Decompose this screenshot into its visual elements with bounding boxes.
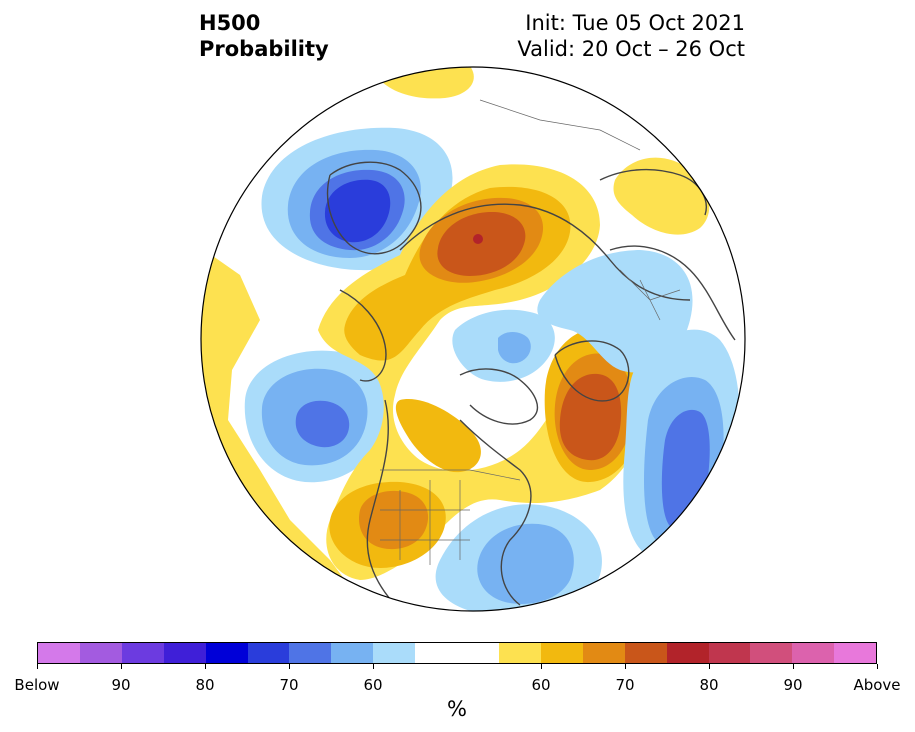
map-field — [201, 67, 745, 611]
colorbar-tick-label: 60 — [531, 676, 551, 694]
anomaly-atlantic-above-90 — [559, 373, 622, 461]
colorbar-segment — [121, 643, 164, 663]
colorbar-tick-mark — [121, 664, 122, 669]
colorbar-segment — [666, 643, 709, 663]
init-date-label: Init: Tue 05 Oct 2021 — [525, 11, 745, 35]
colorbar-segment — [205, 643, 248, 663]
coastlines — [326, 161, 736, 611]
colorbar-tick-mark — [289, 664, 290, 669]
borders — [380, 99, 681, 565]
colorbar-tick-label: 90 — [783, 676, 803, 694]
colorbar-tick-mark — [793, 664, 794, 669]
colorbar-segment — [540, 643, 583, 663]
anomaly-east-below-80 — [661, 409, 710, 531]
anomaly-arctic-ridge-above-60 — [318, 164, 650, 581]
colorbar-tick-label: 70 — [279, 676, 299, 694]
colorbar-segment — [289, 643, 332, 663]
coast-greenland — [554, 340, 630, 402]
colorbar-tick-label: 80 — [195, 676, 215, 694]
colorbar-segment — [834, 643, 877, 663]
coast-eurasia-north — [399, 203, 691, 301]
variable-label: H500 — [199, 11, 261, 35]
colorbar-segment — [708, 643, 751, 663]
colorbar-unit-label: % — [447, 697, 467, 721]
valid-period-label: Valid: 20 Oct – 26 Oct — [517, 37, 745, 61]
colorbar-tick-mark — [709, 664, 710, 669]
coast-canadian-archipelago — [459, 368, 539, 425]
colorbar-tick-mark — [37, 664, 38, 669]
colorbar-segment — [750, 643, 793, 663]
colorbar-segment — [498, 643, 541, 663]
colorbar-tick-mark — [373, 664, 374, 669]
colorbar-tick-mark — [877, 664, 878, 669]
colorbar-segment — [415, 643, 458, 663]
globe-outline — [200, 66, 746, 612]
colorbar-segment — [624, 643, 667, 663]
coast-north-america-east — [459, 419, 532, 606]
colorbar-segment — [79, 643, 122, 663]
anomaly-namerica-above-70 — [395, 399, 481, 473]
colorbar-segment — [331, 643, 374, 663]
colorbar-tick-mark — [541, 664, 542, 669]
border-us-canada — [380, 469, 521, 481]
colorbar-tick-mark — [205, 664, 206, 669]
anomaly-arctic-below-70 — [498, 332, 531, 364]
colorbar-tick-label: Below — [14, 676, 60, 694]
colorbar-segment — [792, 643, 835, 663]
colorbar-segment — [38, 643, 80, 663]
border-asia — [479, 99, 641, 151]
colorbar-tick-label: 80 — [699, 676, 719, 694]
colorbar-segment — [582, 643, 625, 663]
colorbar-tick-mark — [625, 664, 626, 669]
coast-east-asia — [599, 168, 707, 216]
colorbar-tick-label: 70 — [615, 676, 635, 694]
anomaly-arctic-ridge-max — [473, 234, 483, 244]
border-states-a — [399, 480, 461, 565]
title-left: H500 Probability — [199, 10, 329, 62]
anomaly-arctic-ridge-above-90 — [437, 212, 526, 276]
coast-alaska — [339, 289, 387, 382]
colorbar-tick-label: 90 — [111, 676, 131, 694]
colorbar-segment — [163, 643, 206, 663]
coast-north-america-west — [366, 399, 401, 611]
colorbar-tick-label: Above — [853, 676, 901, 694]
anomaly-siberia-below-90 — [324, 179, 391, 243]
probability-map — [200, 66, 746, 612]
colorbar-tick-label: 60 — [363, 676, 383, 694]
product-label: Probability — [199, 37, 329, 61]
colorbar-segment — [457, 643, 499, 663]
colorbar-segment — [247, 643, 290, 663]
anomaly-southeast-below-70 — [477, 523, 574, 604]
coast-europe — [609, 245, 736, 341]
coast-siberia — [326, 161, 422, 255]
border-europe — [619, 269, 681, 321]
title-right: Init: Tue 05 Oct 2021 Valid: 20 Oct – 26… — [517, 10, 745, 62]
anomaly-europe-below-60 — [537, 250, 693, 373]
colorbar — [37, 642, 877, 664]
colorbar-segment — [373, 643, 416, 663]
anomaly-pacific-below-80 — [295, 400, 350, 448]
anomaly-west-us-above-80 — [358, 490, 429, 550]
border-states-b — [380, 509, 470, 541]
